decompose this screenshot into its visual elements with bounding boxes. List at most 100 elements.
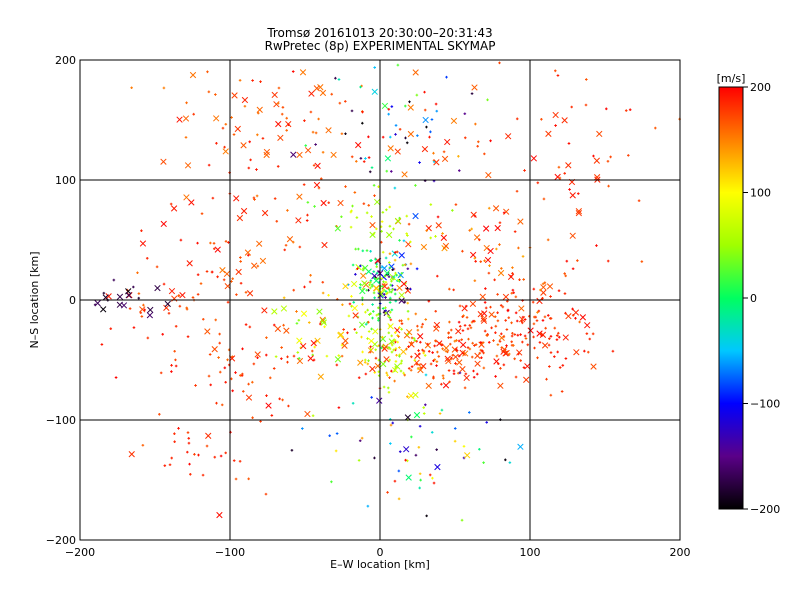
scatter-point xyxy=(264,492,268,496)
scatter-point xyxy=(406,234,409,237)
scatter-cross xyxy=(442,242,450,250)
scatter-point xyxy=(473,256,477,260)
scatter-point xyxy=(230,116,233,119)
colorbar-tick-label: −100 xyxy=(750,398,780,411)
scatter-point xyxy=(359,85,362,89)
scatter-point xyxy=(457,154,460,158)
scatter-point xyxy=(375,313,379,317)
scatter-point xyxy=(218,341,221,345)
scatter-point xyxy=(393,288,397,291)
scatter-point xyxy=(201,317,205,321)
scatter-cross xyxy=(170,205,178,212)
scatter-point xyxy=(244,291,248,294)
scatter-cross xyxy=(128,451,135,458)
scatter-point xyxy=(373,66,376,69)
scatter-point xyxy=(387,112,390,116)
scatter-point xyxy=(447,369,451,372)
scatter-point xyxy=(475,372,479,376)
scatter-cross xyxy=(316,308,323,315)
scatter-cross xyxy=(259,257,267,265)
scatter-cross xyxy=(593,157,600,164)
scatter-cross xyxy=(358,321,366,328)
scatter-point xyxy=(428,135,431,139)
scatter-point xyxy=(372,310,375,313)
scatter-cross xyxy=(164,300,171,308)
scatter-cross xyxy=(313,85,320,92)
scatter-cross xyxy=(398,252,405,259)
scatter-point xyxy=(383,275,387,278)
scatter-point xyxy=(410,355,413,359)
scatter-point xyxy=(303,285,306,289)
scatter-point xyxy=(487,341,491,344)
scatter-point xyxy=(211,196,215,200)
scatter-point xyxy=(654,126,657,130)
scatter-point xyxy=(609,155,612,159)
scatter-cross xyxy=(376,397,383,404)
scatter-point xyxy=(406,395,409,398)
scatter-point xyxy=(357,376,361,379)
scatter-point xyxy=(196,241,199,245)
scatter-point xyxy=(369,312,372,315)
y-tick-label: −200 xyxy=(46,534,76,547)
scatter-cross xyxy=(307,355,314,362)
scatter-point xyxy=(363,358,367,362)
axis-ticks: −200 −100 0 100 200 −200 −100 0 100 200 xyxy=(46,54,691,559)
scatter-point xyxy=(385,292,388,296)
scatter-point xyxy=(362,202,366,206)
scatter-point xyxy=(356,267,359,270)
scatter-point xyxy=(163,464,167,467)
scatter-point xyxy=(255,194,259,198)
scatter-point xyxy=(372,184,376,187)
scatter-point xyxy=(394,331,397,334)
scatter-point xyxy=(436,350,439,354)
scatter-cross xyxy=(277,134,284,141)
scatter-point xyxy=(334,76,337,80)
scatter-point xyxy=(482,351,485,355)
scatter-point xyxy=(519,333,522,336)
scatter-point xyxy=(431,351,434,354)
scatter-point xyxy=(209,241,212,245)
scatter-point xyxy=(178,304,182,308)
scatter-point xyxy=(397,497,401,501)
scatter-cross xyxy=(440,234,447,241)
scatter-point xyxy=(557,289,561,293)
scatter-point xyxy=(391,268,394,272)
scatter-point xyxy=(592,154,595,158)
scatter-point xyxy=(311,130,315,134)
scatter-point xyxy=(375,262,378,266)
scatter-point xyxy=(534,315,538,319)
y-tick-label: 0 xyxy=(69,294,76,307)
scatter-point xyxy=(348,302,352,306)
scatter-point xyxy=(230,377,233,381)
scatter-cross xyxy=(398,297,405,304)
scatter-point xyxy=(389,442,392,445)
scatter-point xyxy=(583,349,586,353)
scatter-point xyxy=(367,204,371,207)
scatter-point xyxy=(206,70,209,74)
scatter-point xyxy=(496,311,499,315)
scatter-point xyxy=(531,300,535,304)
scatter-point xyxy=(388,316,392,319)
scatter-point xyxy=(452,372,456,376)
scatter-point xyxy=(310,349,314,353)
scatter-point xyxy=(265,336,268,339)
scatter-point xyxy=(432,151,435,155)
scatter-point xyxy=(393,258,397,262)
scatter-point xyxy=(547,343,551,347)
scatter-point xyxy=(221,126,225,130)
scatter-point xyxy=(606,259,610,263)
scatter-cross xyxy=(575,209,582,217)
scatter-cross xyxy=(441,155,449,163)
scatter-point xyxy=(370,327,373,331)
scatter-point xyxy=(247,253,250,257)
scatter-point xyxy=(347,314,351,318)
scatter-point xyxy=(393,186,397,190)
scatter-point xyxy=(334,449,338,453)
scatter-point xyxy=(389,310,392,314)
scatter-point xyxy=(521,340,524,344)
scatter-cross xyxy=(561,117,568,124)
scatter-point xyxy=(337,406,341,409)
scatter-cross xyxy=(211,346,218,353)
scatter-point xyxy=(446,350,449,354)
scatter-cross xyxy=(171,295,178,302)
